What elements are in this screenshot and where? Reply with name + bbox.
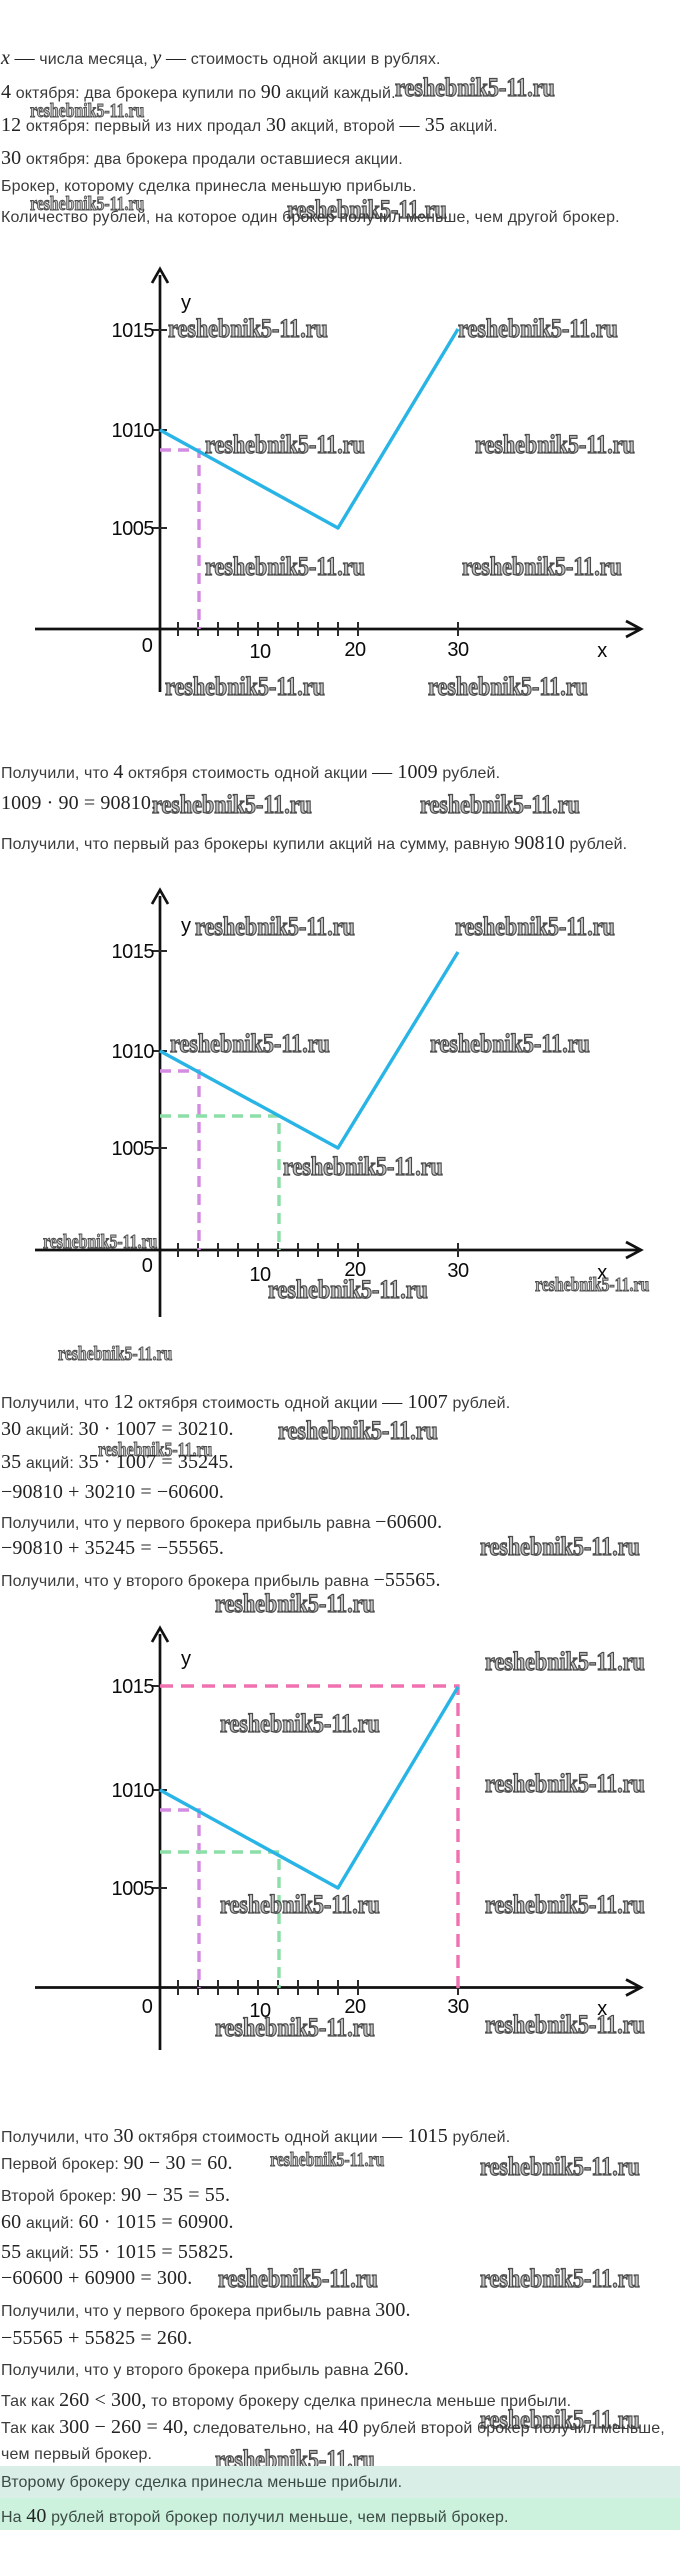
- svg-text:10: 10: [249, 2000, 271, 2022]
- svg-text:0: 0: [142, 635, 153, 657]
- svg-text:1010: 1010: [112, 1780, 155, 1802]
- svg-text:10: 10: [249, 641, 271, 663]
- svg-text:1015: 1015: [112, 941, 155, 963]
- svg-text:y: y: [181, 1648, 191, 1670]
- svg-text:x: x: [597, 1998, 607, 2020]
- svg-text:20: 20: [344, 1259, 366, 1281]
- svg-text:1010: 1010: [112, 420, 155, 442]
- svg-text:0: 0: [142, 1996, 153, 2018]
- svg-text:30: 30: [447, 1260, 469, 1282]
- svg-text:0: 0: [142, 1255, 153, 1277]
- svg-text:1015: 1015: [112, 320, 155, 342]
- svg-text:20: 20: [344, 639, 366, 661]
- svg-text:x: x: [597, 640, 607, 662]
- svg-text:30: 30: [447, 639, 469, 661]
- svg-text:y: y: [181, 292, 191, 314]
- svg-text:30: 30: [447, 1996, 469, 2018]
- svg-text:20: 20: [344, 1996, 366, 2018]
- svg-text:1005: 1005: [112, 518, 155, 540]
- svg-text:x: x: [597, 1262, 607, 1284]
- svg-text:1005: 1005: [112, 1138, 155, 1160]
- svg-text:1010: 1010: [112, 1041, 155, 1063]
- svg-text:10: 10: [249, 1264, 271, 1286]
- svg-text:y: y: [181, 915, 191, 937]
- svg-text:1005: 1005: [112, 1878, 155, 1900]
- svg-text:1015: 1015: [112, 1676, 155, 1698]
